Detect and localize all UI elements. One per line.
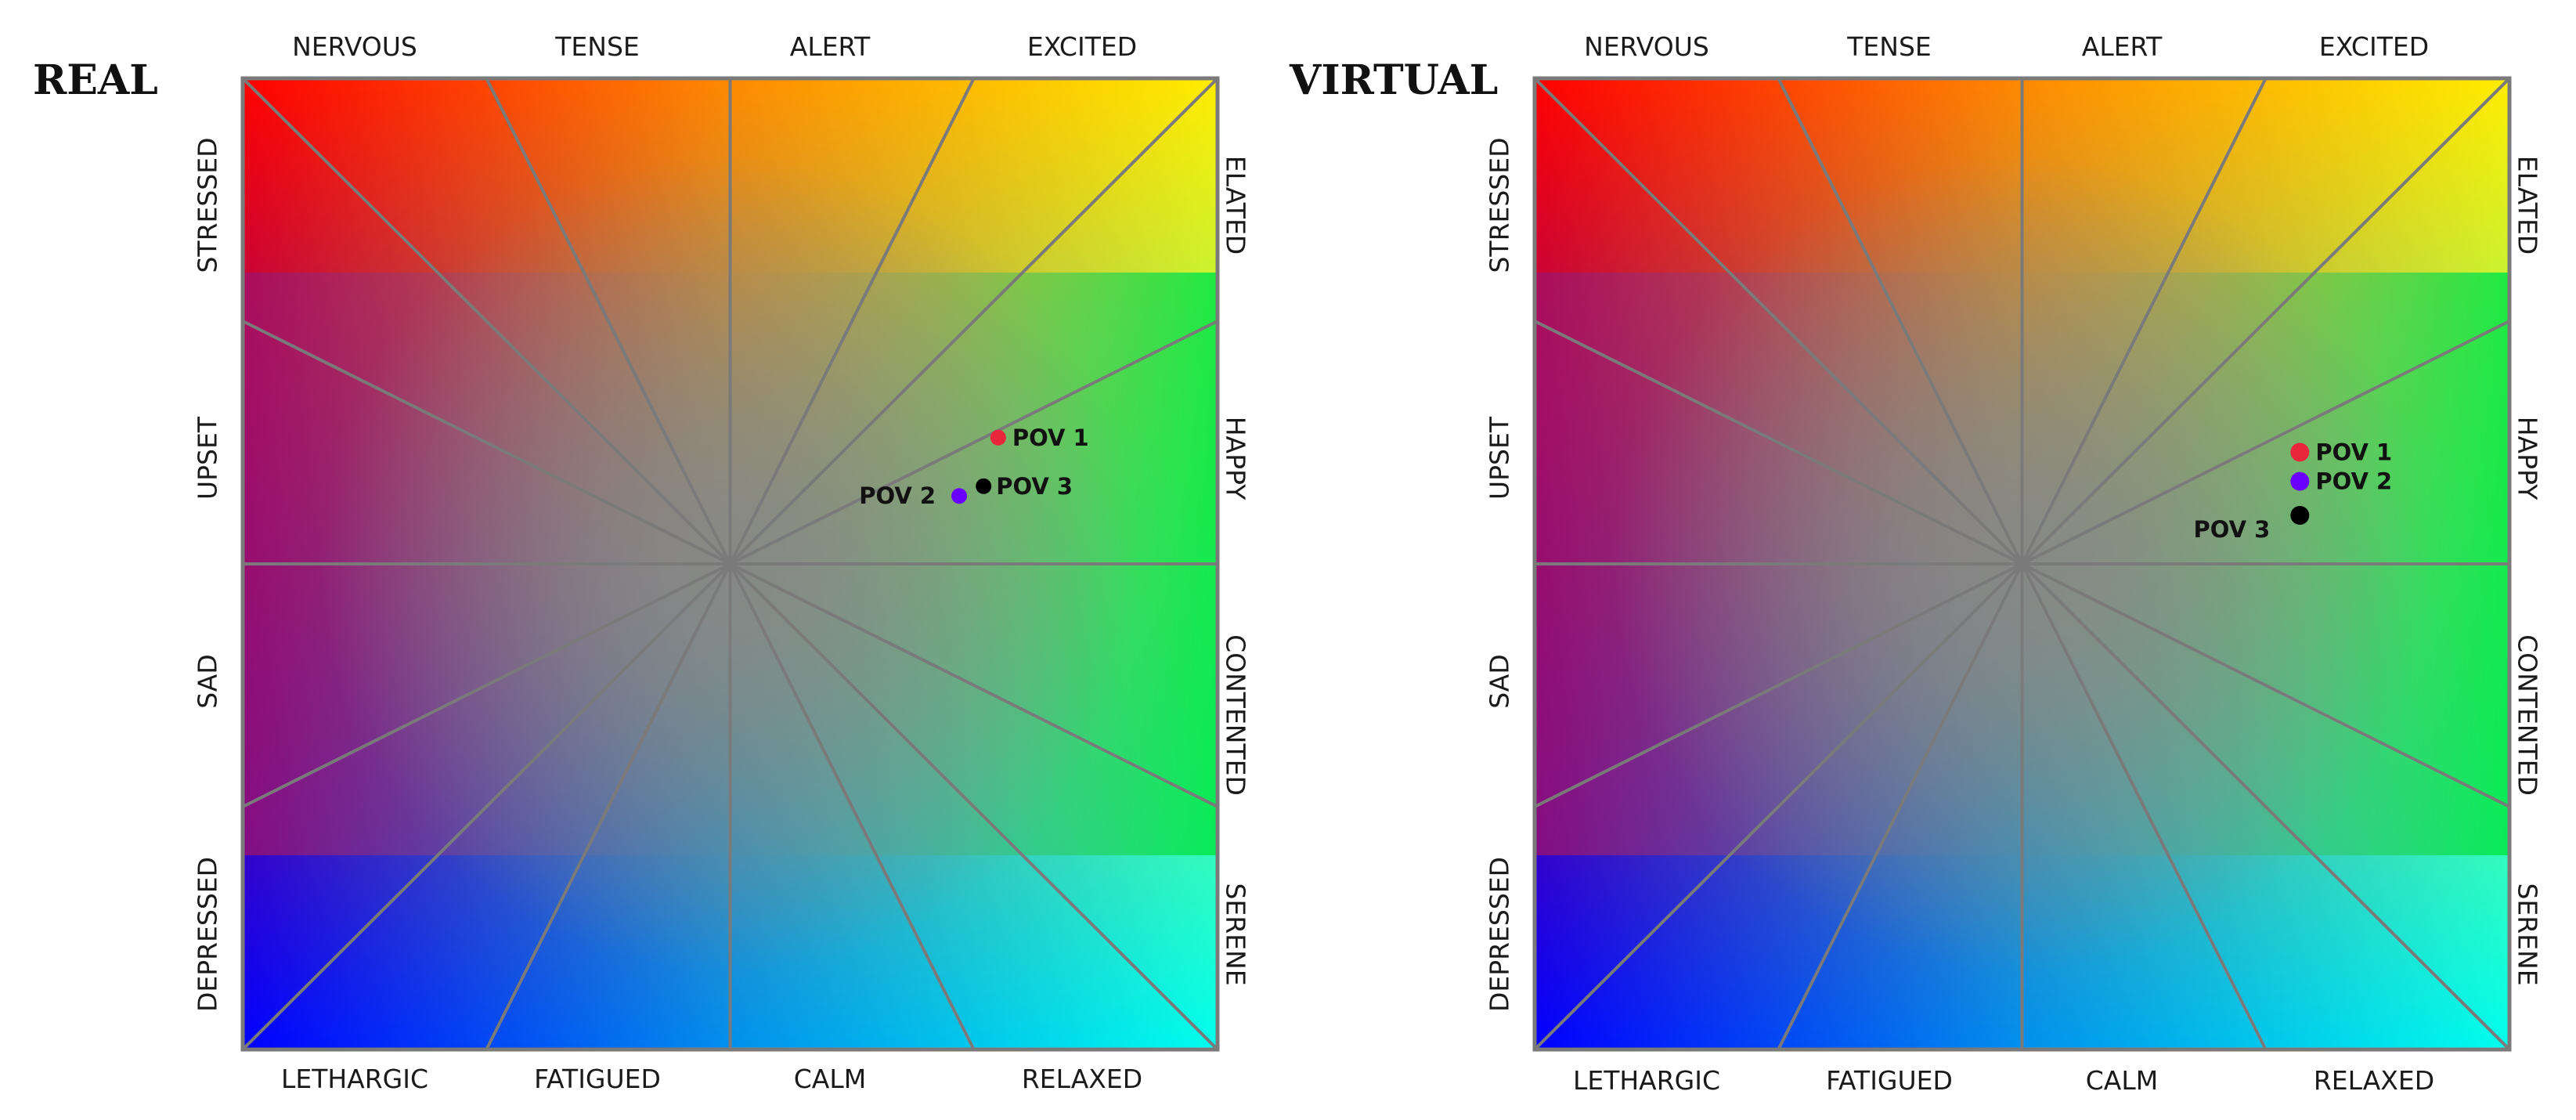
spoke-line bbox=[728, 78, 976, 565]
label-relaxed: RELAXED bbox=[2313, 1065, 2435, 1096]
spoke-line bbox=[241, 77, 731, 565]
label-nervous: NERVOUS bbox=[292, 31, 417, 62]
real-panel: REAL NERVOUS TENSE ALERT EXCITED LETHARG… bbox=[33, 31, 1251, 1094]
spoke-line bbox=[485, 563, 732, 1050]
spoke-line bbox=[2021, 77, 2511, 565]
label-nervous: NERVOUS bbox=[1584, 31, 1709, 62]
spoke-line bbox=[729, 562, 1219, 1051]
mood-wheel-plot: POV 1 POV 2 POV 3 bbox=[240, 76, 1220, 1052]
spoke-line bbox=[1777, 563, 2024, 1050]
data-point-pov-3 bbox=[2290, 506, 2310, 525]
data-label-pov-2: POV 2 bbox=[2315, 468, 2392, 495]
panel-title: VIRTUAL bbox=[1290, 56, 1499, 104]
spoke-line bbox=[1534, 562, 2023, 808]
spoke-line bbox=[2020, 78, 2268, 565]
label-fatigued: FATIGUED bbox=[534, 1064, 661, 1094]
spoke-line bbox=[2021, 562, 2510, 808]
mood-wheel-plot: POV 1 POV 2 POV 3 bbox=[1532, 76, 2512, 1052]
label-fatigued: FATIGUED bbox=[1826, 1065, 1953, 1096]
spoke-line bbox=[242, 320, 731, 565]
plot-frame bbox=[1532, 76, 2512, 1052]
spoke-lines bbox=[241, 77, 1219, 1051]
data-point-pov-3 bbox=[976, 478, 992, 494]
data-point-pov-2 bbox=[951, 488, 968, 504]
label-lethargic: LETHARGIC bbox=[1572, 1065, 1721, 1096]
spoke-line bbox=[1777, 78, 2024, 565]
spoke-line bbox=[2021, 562, 2511, 1051]
label-excited: EXCITED bbox=[1026, 31, 1138, 62]
data-point-pov-1 bbox=[2290, 443, 2310, 462]
label-calm: CALM bbox=[2085, 1065, 2159, 1096]
label-lethargic: LETHARGIC bbox=[280, 1064, 429, 1094]
label-excited: EXCITED bbox=[2318, 31, 2430, 62]
spoke-line bbox=[2020, 563, 2268, 1050]
label-alert: ALERT bbox=[789, 31, 871, 62]
plot-frame bbox=[240, 76, 1220, 1052]
data-label-pov-2: POV 2 bbox=[859, 482, 936, 509]
spoke-line bbox=[728, 563, 976, 1050]
spoke-line bbox=[1533, 562, 2023, 1051]
data-point-pov-1 bbox=[990, 429, 1006, 446]
data-label-pov-1: POV 1 bbox=[1012, 425, 1089, 451]
spoke-line bbox=[729, 320, 1218, 565]
spoke-line bbox=[729, 562, 1218, 808]
label-alert: ALERT bbox=[2081, 31, 2163, 62]
data-label-pov-3: POV 3 bbox=[2193, 516, 2270, 543]
spoke-lines bbox=[1533, 77, 2511, 1051]
spoke-line bbox=[1533, 77, 2023, 565]
label-relaxed: RELAXED bbox=[1021, 1064, 1143, 1094]
spoke-line bbox=[485, 78, 732, 565]
spoke-line bbox=[1534, 320, 2023, 565]
label-tense: TENSE bbox=[1847, 31, 1932, 62]
spoke-line bbox=[729, 77, 1219, 565]
label-calm: CALM bbox=[793, 1064, 867, 1094]
spoke-line bbox=[241, 562, 731, 1051]
virtual-panel: VIRTUAL NERVOUS TENSE ALERT EXCITED LETH… bbox=[1288, 0, 2576, 1120]
data-label-pov-1: POV 1 bbox=[2315, 439, 2392, 465]
spoke-line bbox=[242, 562, 731, 808]
data-point-pov-2 bbox=[2290, 471, 2310, 491]
panel-title: REAL bbox=[33, 56, 158, 104]
label-tense: TENSE bbox=[555, 31, 640, 62]
data-label-pov-3: POV 3 bbox=[996, 473, 1073, 500]
spoke-line bbox=[2021, 320, 2510, 565]
